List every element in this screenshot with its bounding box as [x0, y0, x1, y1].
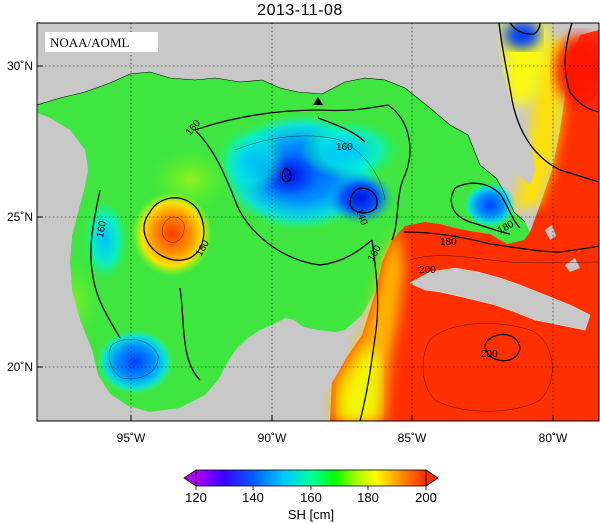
y-tick-label: 30˚N: [7, 59, 33, 73]
contour-label: 160: [336, 142, 353, 153]
colorbar-tick-label: 120: [185, 490, 207, 505]
colorbar: 120 140 160 180 200 SH [cm]: [183, 469, 439, 522]
colorbar-tick-label: 200: [415, 490, 437, 505]
credit-box: [45, 32, 158, 52]
coastline-north: [37, 71, 526, 223]
axis-ticks: [37, 65, 554, 421]
x-tick-label: 85˚W: [398, 431, 427, 445]
land-bahamas-2: [565, 258, 580, 272]
colorbar-tick-label: 180: [357, 490, 379, 505]
colorbar-tick-label: 140: [242, 490, 264, 505]
colorbar-gradient: [196, 470, 426, 486]
land-florida: [440, 23, 535, 185]
land-texas: [37, 113, 88, 290]
credit-text: NOAA/AOML: [50, 35, 130, 50]
gridlines: [37, 23, 599, 421]
colorbar-min-arrow: [183, 469, 197, 487]
map-panel: 160 160 160 140 160 180 180 180 200 200 …: [37, 23, 599, 421]
land-yucatan: [230, 318, 350, 421]
colorbar-ticks: [195, 486, 427, 490]
minor-contours: [109, 135, 599, 412]
land-cuba: [409, 267, 591, 331]
colorbar-max-arrow: [425, 469, 439, 487]
station-marker: [313, 97, 323, 105]
gulf-field: [37, 72, 530, 412]
x-tick-label: 90˚W: [258, 431, 287, 445]
contours: [90, 23, 599, 421]
land-mexico: [37, 290, 240, 421]
contour-label: 160: [95, 220, 109, 239]
contour-label: 180: [440, 237, 457, 248]
y-tick-label: 25˚N: [7, 210, 33, 224]
contour-label: 200: [481, 349, 498, 360]
x-tick-label: 80˚W: [539, 431, 568, 445]
colorbar-tick-label: 160: [300, 490, 322, 505]
contour-label: 200: [419, 265, 436, 276]
map-frame: [36, 22, 600, 422]
y-tick-label: 20˚N: [7, 360, 33, 374]
page-title: 2013-11-08: [257, 2, 343, 19]
x-tick-label: 95˚W: [117, 431, 146, 445]
colorbar-title: SH [cm]: [288, 507, 334, 522]
